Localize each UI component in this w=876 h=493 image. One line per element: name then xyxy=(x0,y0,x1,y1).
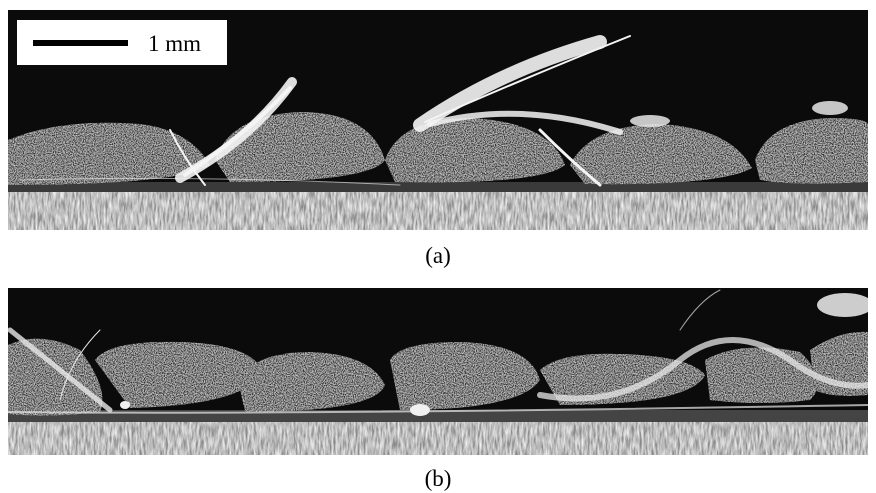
panel-label: (b) xyxy=(425,466,452,491)
panel-label: (a) xyxy=(425,243,451,268)
scale-bar-label: 1 mm xyxy=(148,31,201,56)
panel-a-image xyxy=(8,10,868,230)
panel-b-image xyxy=(8,288,868,455)
